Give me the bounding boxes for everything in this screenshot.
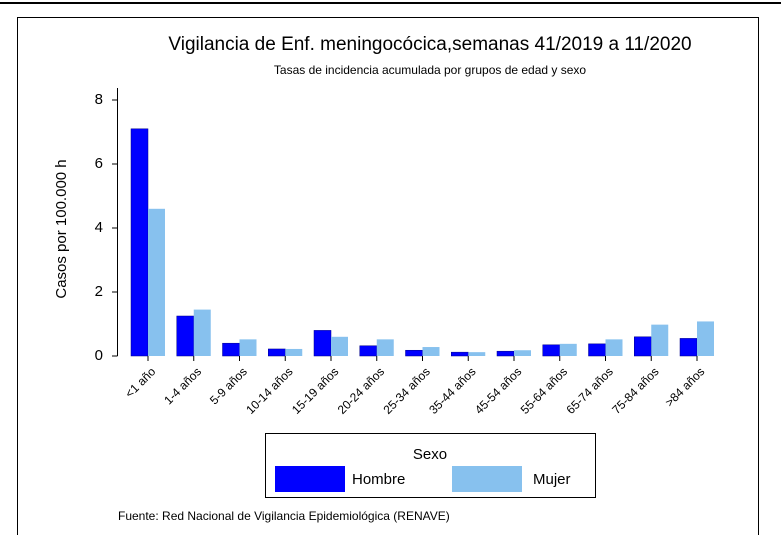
bar [588, 343, 606, 357]
y-tick-label: 8 [95, 91, 103, 108]
legend-swatch [452, 466, 522, 492]
bar [331, 336, 348, 356]
y-tick-label: 6 [95, 155, 103, 172]
x-tick-label: <1 año [122, 364, 158, 400]
bar [542, 344, 560, 357]
bar [468, 352, 486, 356]
x-tick-label: >84 años [662, 364, 707, 409]
x-tick-label: 55-64 años [518, 364, 570, 416]
legend [265, 433, 596, 498]
y-axis-label: Casos por 100.000 h [53, 159, 70, 298]
frame [17, 17, 759, 535]
bar [422, 347, 440, 356]
bar [679, 338, 698, 357]
bar [176, 315, 194, 357]
chart-subtitle: Tasas de incidencia acumulada por grupos… [274, 63, 587, 77]
bar [130, 128, 149, 357]
bar [451, 351, 469, 357]
bar [634, 336, 652, 357]
bar [239, 339, 257, 356]
legend-title: Sexo [413, 446, 447, 463]
bar [697, 321, 714, 356]
bar [496, 350, 515, 357]
y-tick-label: 0 [95, 347, 103, 364]
y-tick-label: 2 [95, 283, 103, 300]
y-tick-label: 4 [95, 219, 103, 236]
bar [148, 208, 165, 356]
legend-label: Hombre [352, 471, 405, 488]
bar [559, 343, 577, 356]
source: Fuente: Red Nacional de Vigilancia Epide… [118, 509, 450, 523]
x-tick-label: 5-9 años [207, 364, 250, 407]
bar [376, 339, 394, 356]
top-border [0, 2, 781, 4]
x-tick-label: 1-4 años [161, 364, 204, 407]
bar [605, 339, 623, 356]
legend-label: Mujer [533, 471, 571, 488]
bar [405, 349, 423, 357]
bar [193, 309, 211, 356]
x-tick-label: 75-84 años [609, 364, 661, 416]
x-tick-label: 10-14 años [243, 364, 295, 416]
x-tick-label: 45-54 años [472, 364, 524, 416]
bar [222, 342, 240, 357]
x-tick-label: 20-24 años [335, 364, 387, 416]
x-tick-label: 25-34 años [381, 364, 433, 416]
bar [651, 324, 669, 356]
chart-title: Vigilancia de Enf. meningocócica,semanas… [168, 34, 691, 55]
x-tick-label: 15-19 años [289, 364, 341, 416]
bar [285, 348, 303, 356]
x-tick-label: 65-74 años [564, 364, 616, 416]
legend-swatch [275, 466, 345, 492]
bar [313, 330, 332, 357]
bar [359, 345, 377, 357]
bar [514, 350, 531, 356]
x-tick-label: 35-44 años [426, 364, 478, 416]
bar [268, 348, 286, 357]
